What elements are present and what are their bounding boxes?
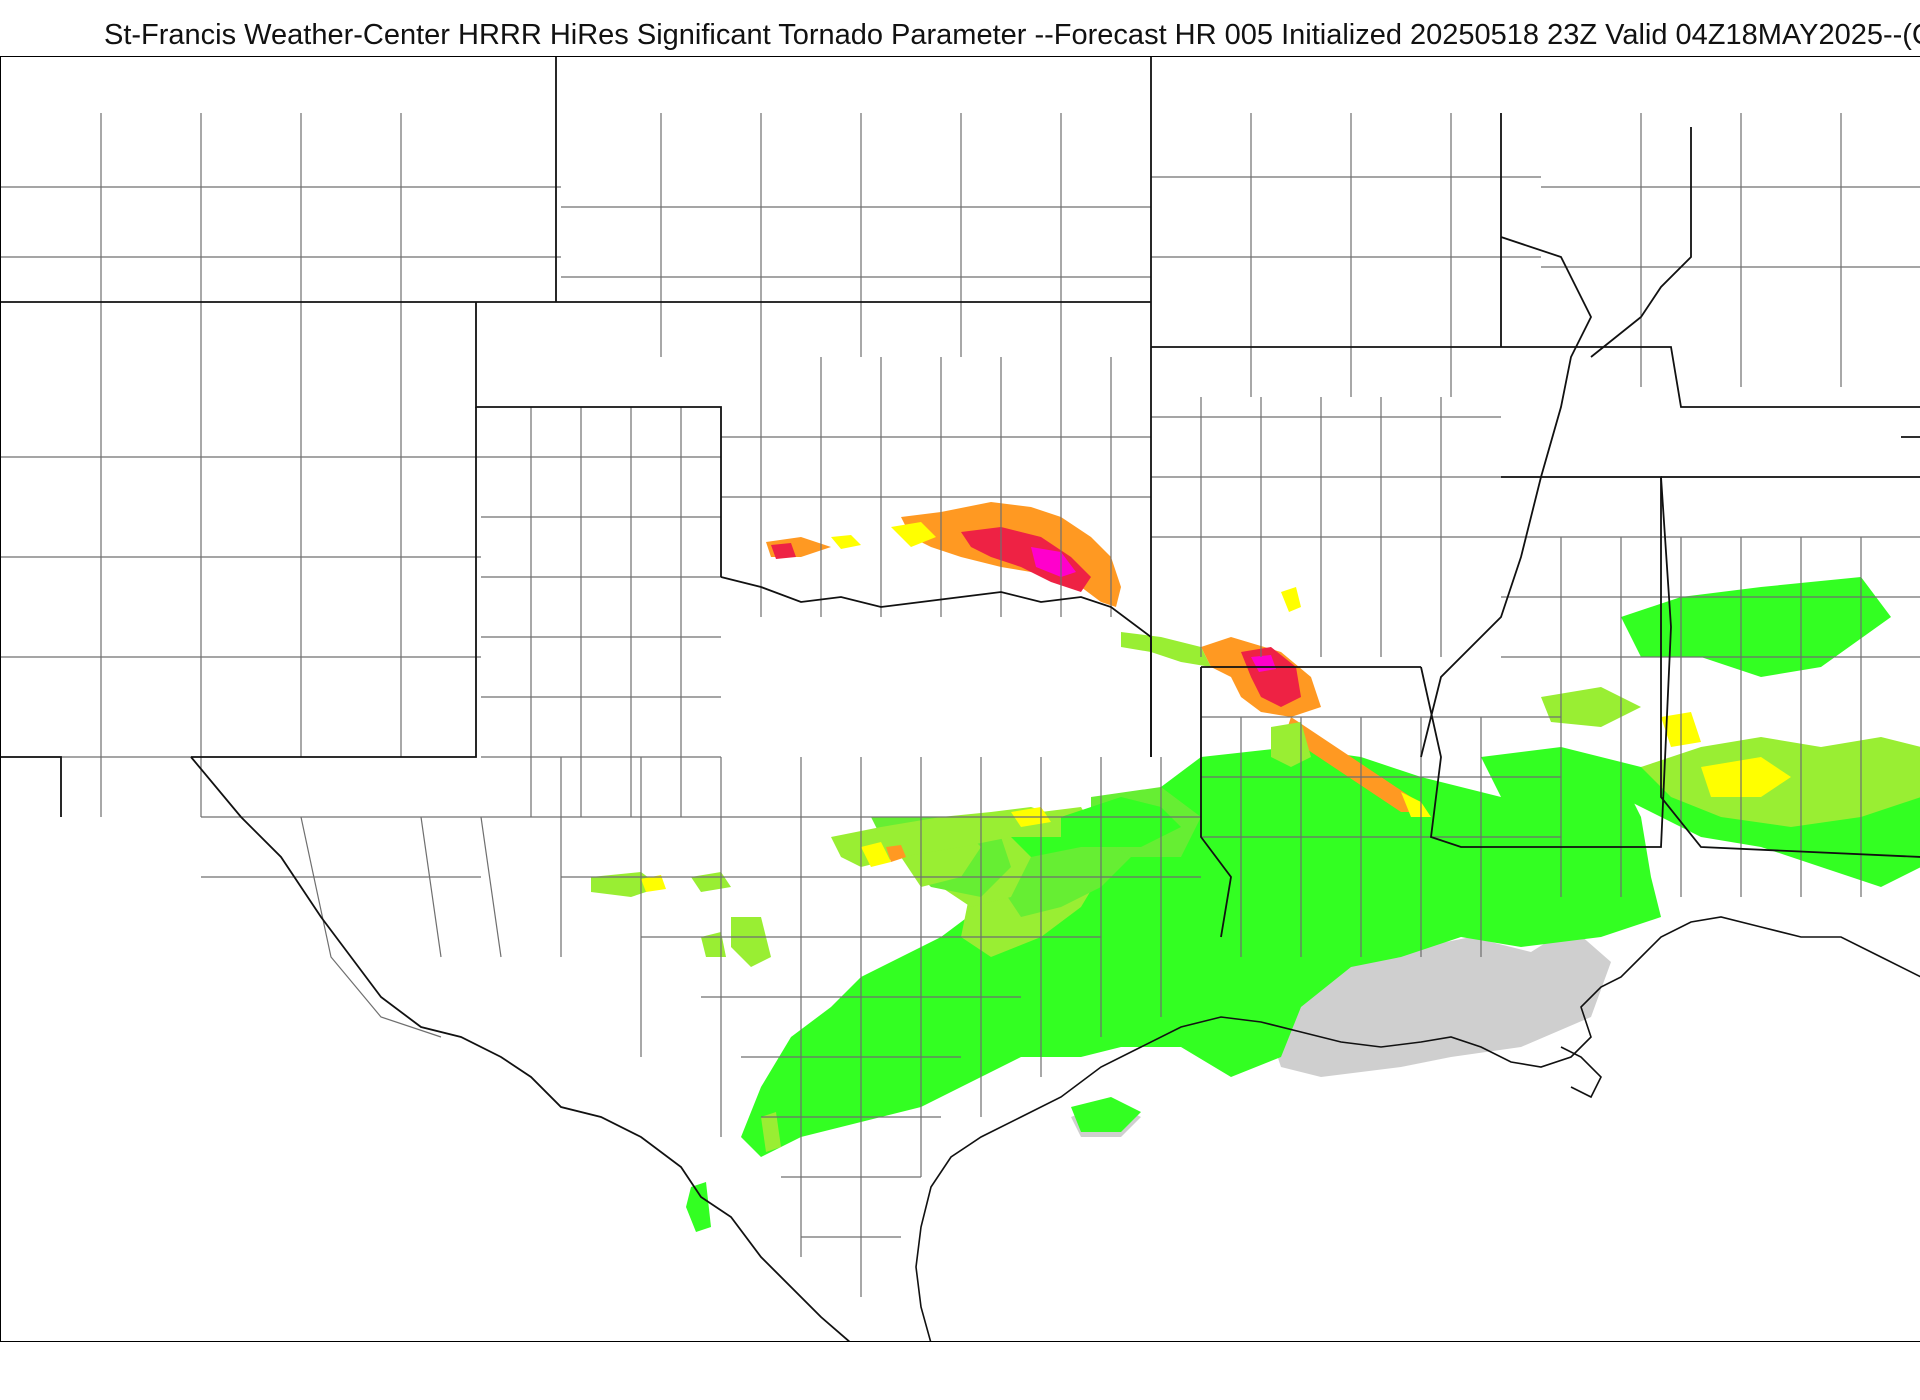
shade-ok-yellow bbox=[891, 522, 936, 547]
texas-border bbox=[190, 756, 851, 1341]
shade-ok-magenta bbox=[1031, 547, 1076, 577]
shade-green-ctx-band bbox=[1001, 797, 1181, 857]
shade-green-main bbox=[741, 747, 1661, 1157]
shade-ar-north bbox=[1281, 587, 1301, 612]
shade-green-ne-al bbox=[1621, 577, 1891, 677]
weather-map bbox=[1, 57, 1920, 1341]
county-lines bbox=[1, 113, 1920, 1297]
shade-ntx-yellow bbox=[861, 842, 891, 867]
shade-wtx-yellow bbox=[641, 875, 666, 892]
shade-yellow-al bbox=[1701, 757, 1791, 797]
stp-shading bbox=[591, 502, 1920, 1232]
shade-stx-1 bbox=[761, 1112, 781, 1152]
shade-ntx-orange bbox=[886, 845, 906, 862]
shade-ar-trail bbox=[1286, 717, 1421, 812]
shade-wtx-4 bbox=[701, 932, 726, 957]
shade-ok-west-red bbox=[771, 543, 796, 559]
shade-stx-2 bbox=[686, 1182, 711, 1232]
shade-green-tenn bbox=[1541, 687, 1641, 727]
coastline bbox=[915, 916, 1920, 1341]
state-lines bbox=[1, 57, 1920, 938]
shade-wtx-1 bbox=[591, 872, 661, 897]
shade-wtx-3 bbox=[731, 917, 771, 967]
map-title: St-Francis Weather-Center HRRR HiRes Sig… bbox=[104, 19, 1920, 51]
shade-ar-trail-yellow bbox=[1401, 792, 1431, 817]
shade-ok-west-yellow bbox=[831, 535, 861, 549]
shade-gulf-cell bbox=[1071, 1097, 1141, 1132]
shade-ar-band bbox=[1121, 632, 1211, 667]
shade-wtx-2 bbox=[691, 872, 731, 892]
map-panel bbox=[0, 56, 1920, 1342]
